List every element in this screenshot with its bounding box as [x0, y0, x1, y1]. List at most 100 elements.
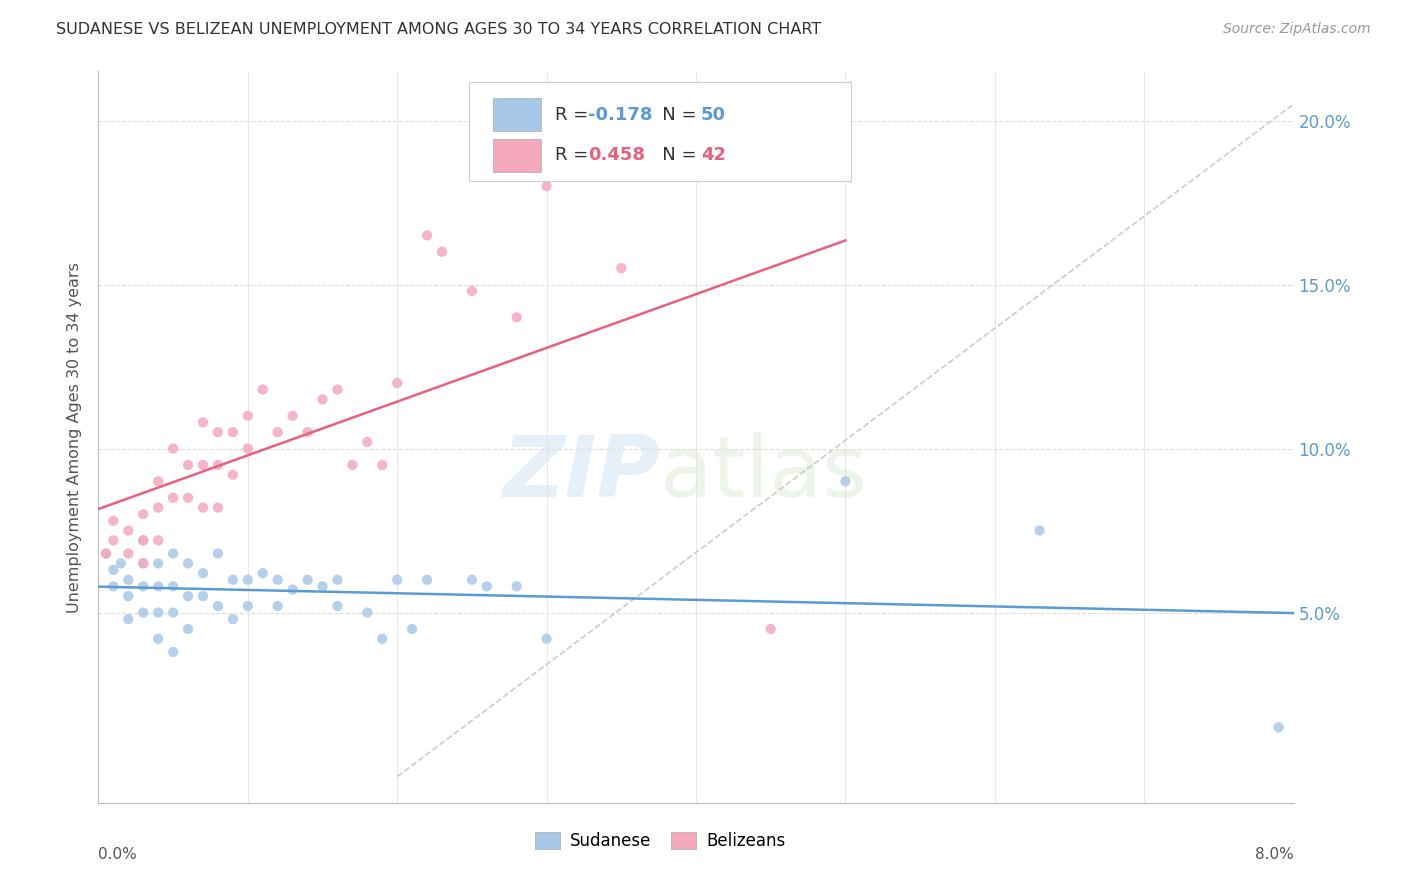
Point: [191, 458, 214, 472]
Point: [103, 533, 125, 548]
Point: [222, 425, 245, 439]
Point: [536, 179, 558, 194]
FancyBboxPatch shape: [470, 82, 852, 181]
Point: [207, 425, 229, 439]
Text: atlas: atlas: [661, 432, 868, 516]
Text: N =: N =: [644, 146, 702, 164]
Point: [177, 557, 200, 571]
Text: 0.0%: 0.0%: [98, 847, 138, 862]
Point: [461, 284, 484, 298]
Point: [385, 376, 409, 390]
Point: [103, 579, 125, 593]
Point: [110, 557, 132, 571]
Point: [311, 579, 333, 593]
Point: [430, 244, 453, 259]
Point: [132, 533, 155, 548]
Point: [94, 547, 117, 561]
Text: Source: ZipAtlas.com: Source: ZipAtlas.com: [1223, 22, 1371, 37]
Text: 8.0%: 8.0%: [1254, 847, 1294, 862]
Text: N =: N =: [644, 106, 702, 124]
Point: [475, 579, 498, 593]
Point: [103, 514, 125, 528]
Point: [162, 442, 184, 456]
Y-axis label: Unemployment Among Ages 30 to 34 years: Unemployment Among Ages 30 to 34 years: [67, 261, 83, 613]
Point: [191, 566, 214, 581]
FancyBboxPatch shape: [494, 98, 541, 131]
Point: [401, 622, 423, 636]
Point: [1267, 720, 1289, 734]
Text: R =: R =: [555, 106, 593, 124]
Point: [117, 589, 139, 603]
Point: [132, 557, 155, 571]
Text: 50: 50: [700, 106, 725, 124]
Point: [148, 606, 170, 620]
Point: [117, 573, 139, 587]
Point: [177, 491, 200, 505]
Point: [371, 458, 394, 472]
Point: [162, 579, 184, 593]
Point: [191, 415, 214, 429]
Point: [148, 632, 170, 646]
Point: [132, 507, 155, 521]
Point: [326, 383, 349, 397]
Point: [162, 645, 184, 659]
Point: [162, 547, 184, 561]
Text: -0.178: -0.178: [589, 106, 652, 124]
Point: [356, 435, 378, 450]
Point: [759, 622, 782, 636]
Point: [536, 632, 558, 646]
Point: [267, 599, 290, 613]
Point: [267, 425, 290, 439]
Point: [148, 533, 170, 548]
Point: [297, 573, 319, 587]
Point: [148, 557, 170, 571]
Text: R =: R =: [555, 146, 593, 164]
Point: [267, 573, 290, 587]
Point: [117, 547, 139, 561]
Point: [834, 475, 856, 489]
Point: [132, 557, 155, 571]
Point: [207, 458, 229, 472]
Point: [1028, 524, 1050, 538]
Text: 42: 42: [700, 146, 725, 164]
Point: [148, 475, 170, 489]
Point: [191, 589, 214, 603]
Text: ZIP: ZIP: [502, 432, 661, 516]
Point: [117, 612, 139, 626]
Point: [326, 599, 349, 613]
Point: [207, 599, 229, 613]
Point: [356, 606, 378, 620]
Point: [461, 573, 484, 587]
Point: [162, 491, 184, 505]
Point: [191, 500, 214, 515]
Point: [132, 606, 155, 620]
Point: [222, 573, 245, 587]
Point: [416, 228, 439, 243]
Point: [236, 409, 259, 423]
Point: [162, 606, 184, 620]
Point: [236, 442, 259, 456]
Text: SUDANESE VS BELIZEAN UNEMPLOYMENT AMONG AGES 30 TO 34 YEARS CORRELATION CHART: SUDANESE VS BELIZEAN UNEMPLOYMENT AMONG …: [56, 22, 821, 37]
Point: [177, 458, 200, 472]
Point: [610, 261, 633, 276]
Legend: Sudanese, Belizeans: Sudanese, Belizeans: [529, 825, 792, 856]
Text: 0.458: 0.458: [589, 146, 645, 164]
Point: [297, 425, 319, 439]
Point: [252, 566, 274, 581]
Point: [371, 632, 394, 646]
Point: [132, 533, 155, 548]
Point: [506, 579, 529, 593]
Point: [148, 579, 170, 593]
Point: [236, 573, 259, 587]
Point: [281, 582, 304, 597]
Point: [207, 547, 229, 561]
FancyBboxPatch shape: [494, 138, 541, 171]
Point: [148, 500, 170, 515]
Point: [207, 500, 229, 515]
Point: [326, 573, 349, 587]
Point: [103, 563, 125, 577]
Point: [281, 409, 304, 423]
Point: [252, 383, 274, 397]
Point: [94, 547, 117, 561]
Point: [416, 573, 439, 587]
